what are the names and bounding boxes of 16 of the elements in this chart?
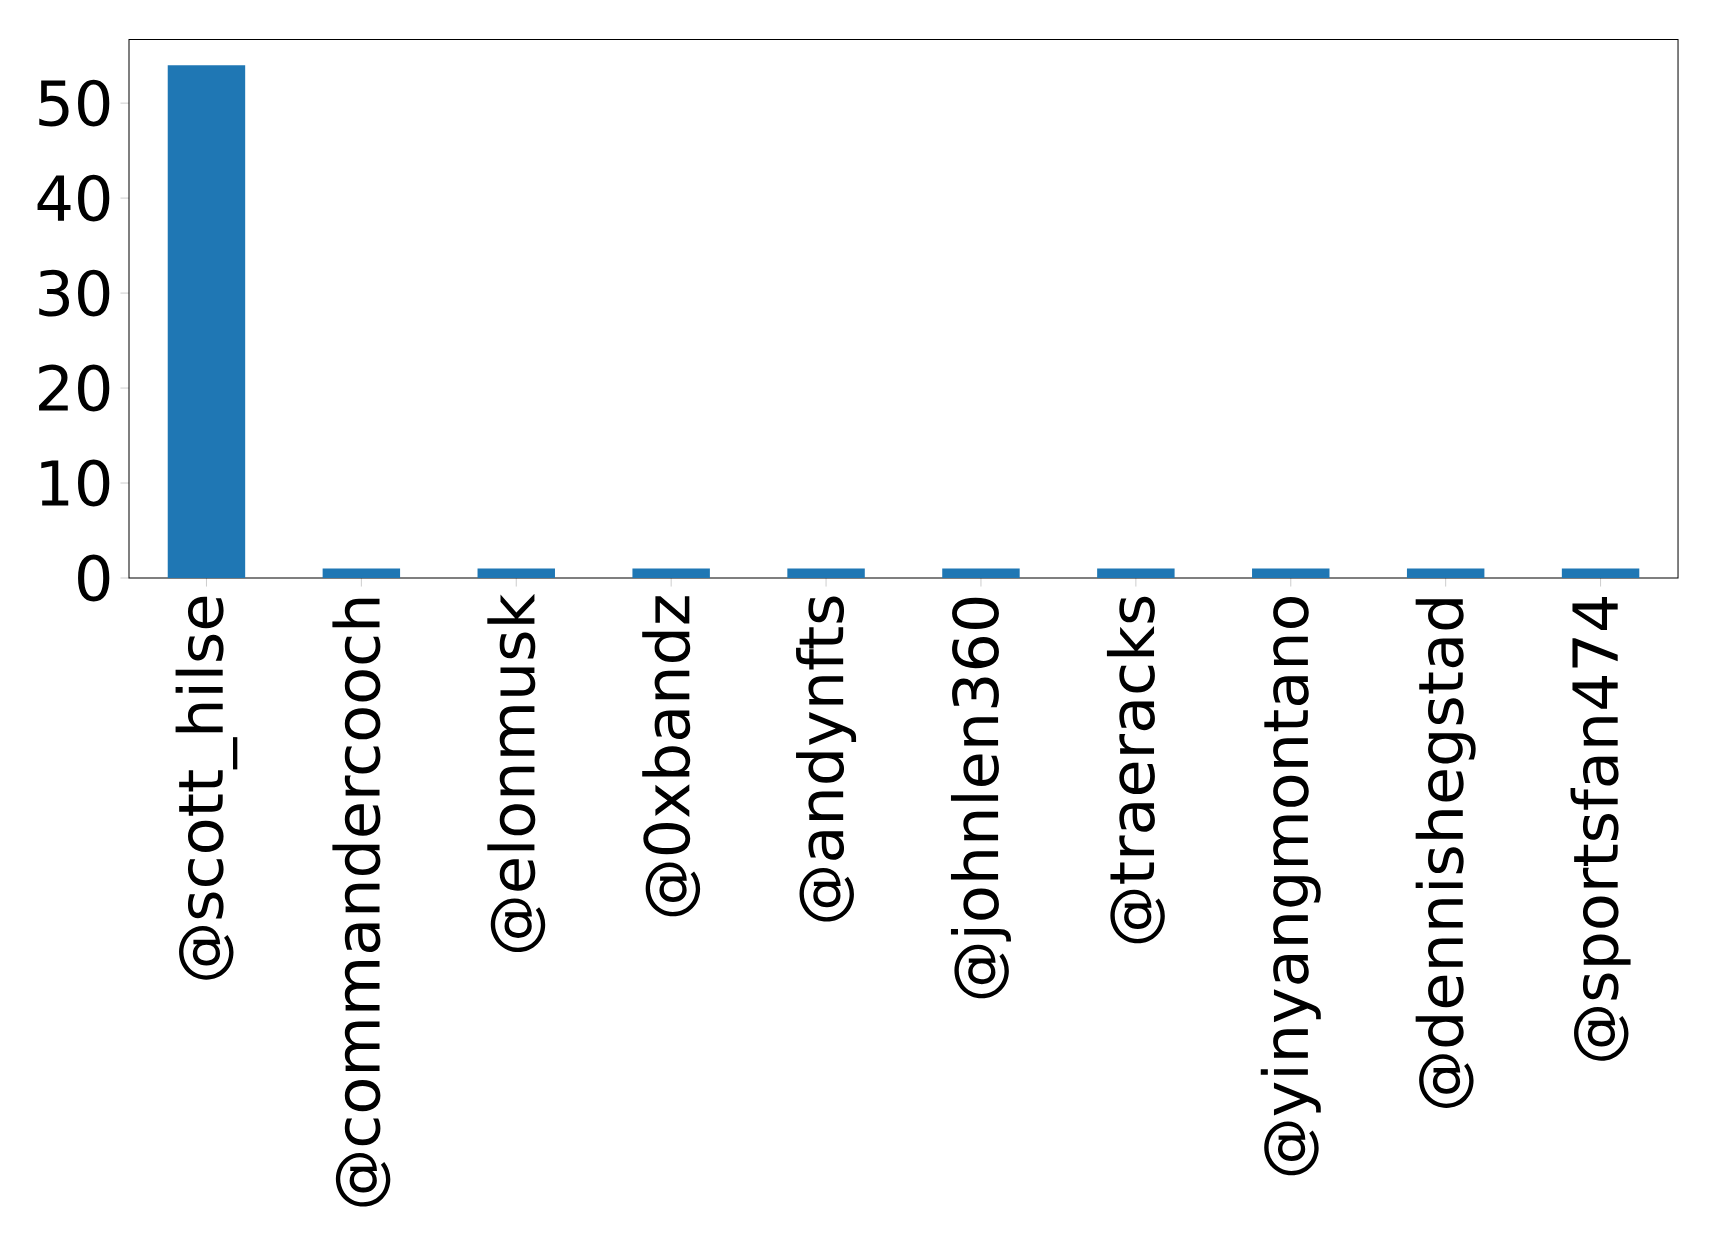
y-tick-label: 10 (41, 459, 110, 507)
y-tick-label: 40 (37, 174, 110, 222)
x-tick-label: @yinyangmontano (1260, 596, 1321, 1176)
x-tick-label: @0xbandz (642, 596, 701, 917)
y-tick-label: 50 (39, 79, 110, 127)
x-tick-label: @dennishegstad (1415, 599, 1476, 1108)
x-tick-label: @sportsfan474 (1570, 597, 1631, 1061)
x-tick-label: @commandercooch (332, 598, 391, 1207)
x-tick-label: @johnlen360 (950, 597, 1011, 999)
x-tick-label: @elonmusk (487, 593, 546, 953)
y-tick-label: 0 (78, 554, 110, 602)
x-tick-label: @andynfts (796, 596, 857, 922)
x-tick-label: @traeracks (1106, 596, 1165, 944)
y-tick-label: 30 (39, 269, 110, 317)
x-tick-label: @scott_hilse (175, 596, 238, 980)
y-tick-label: 20 (39, 364, 110, 412)
